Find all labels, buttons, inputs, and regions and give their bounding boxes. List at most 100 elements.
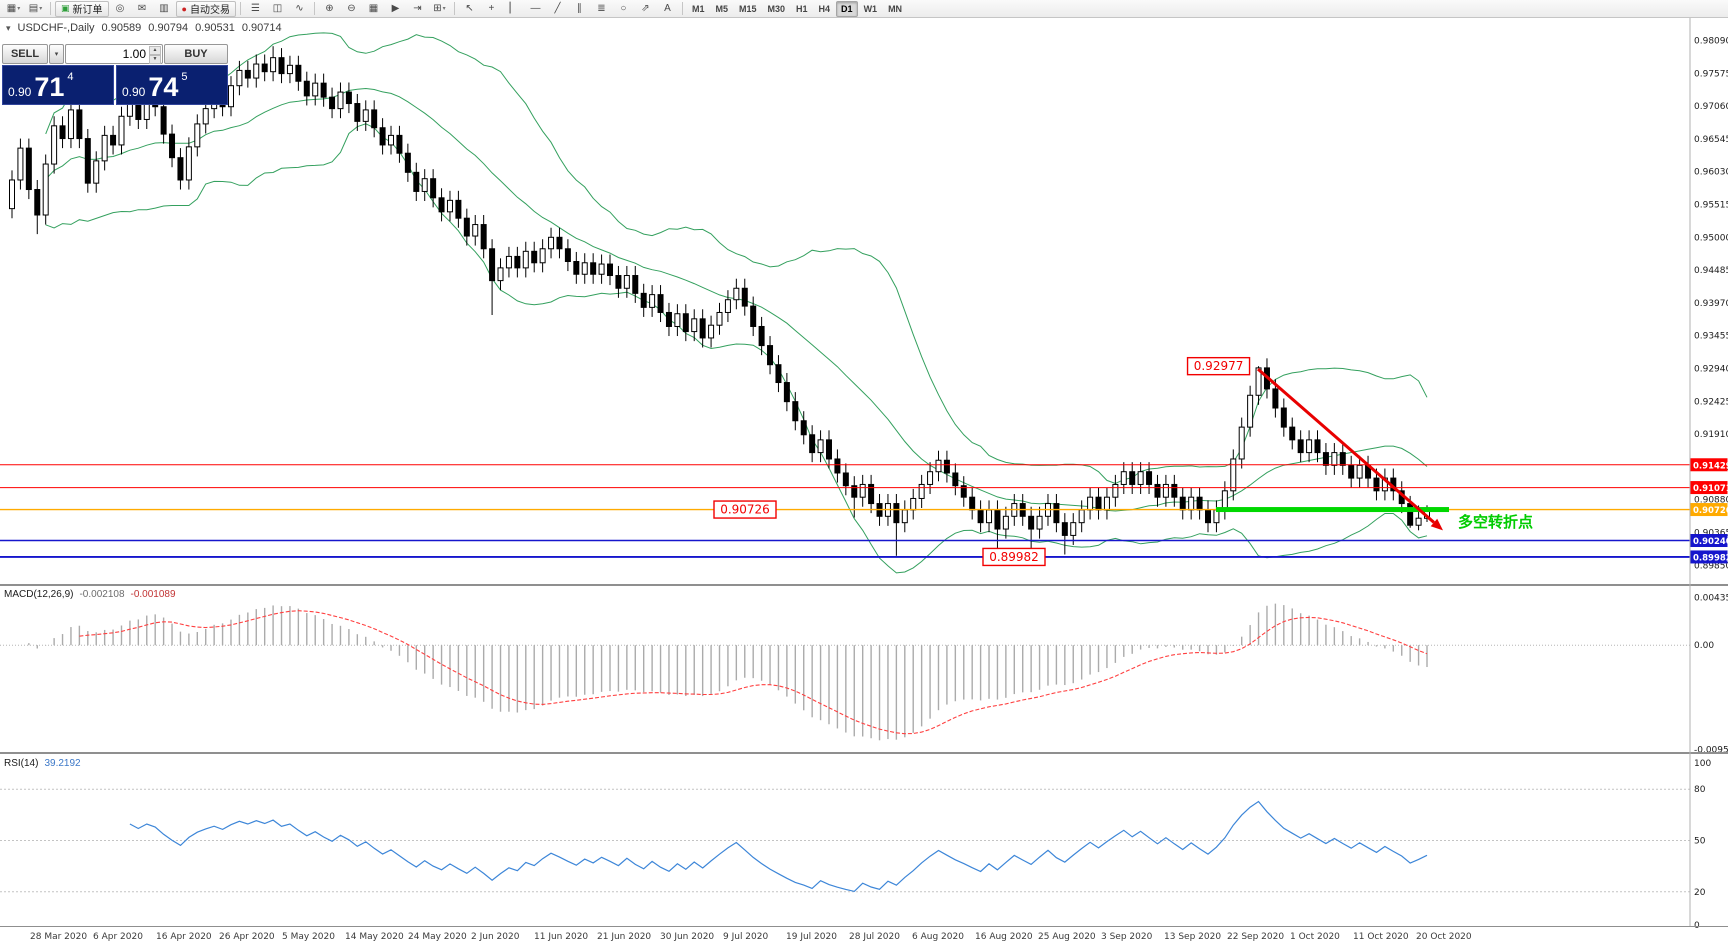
vertical-line-icon: ▏ xyxy=(509,3,518,14)
sell-button[interactable]: SELL xyxy=(2,44,48,64)
timeframe-h4[interactable]: H4 xyxy=(818,3,831,14)
zoom-out-icon[interactable]: ⊖ xyxy=(341,0,362,17)
price-callout-box[interactable] xyxy=(713,500,777,519)
price-callout-box[interactable] xyxy=(1186,356,1251,376)
lot-increment-icon[interactable]: ▲ xyxy=(149,46,161,55)
buy-price-box[interactable]: 0.90 74 5 xyxy=(116,65,228,105)
x-axis-date: 13 Sep 2020 xyxy=(1164,932,1221,942)
macd-signal-line[interactable] xyxy=(79,610,1428,735)
price-callout-label: 0.92977 xyxy=(1194,359,1244,373)
quick-trade-collapse-icon[interactable]: ▾ xyxy=(6,22,11,33)
timeframe-m30[interactable]: M30 xyxy=(767,3,786,14)
candle xyxy=(952,472,959,487)
chart-shift-icon[interactable]: ⇥ xyxy=(407,0,428,17)
indicators-icon[interactable]: ⊞ ▾ xyxy=(429,0,450,17)
buy-button[interactable]: BUY xyxy=(164,44,228,64)
candle xyxy=(758,325,765,347)
horizontal-line-icon: — xyxy=(530,3,541,14)
lot-decrement-icon[interactable]: ▼ xyxy=(149,55,161,64)
downtrend-arrow[interactable] xyxy=(1257,368,1435,524)
bollinger-lower-line[interactable] xyxy=(45,123,1428,574)
candle xyxy=(1061,522,1068,536)
chart-symbol-period: USDCHF-,Daily xyxy=(17,22,95,34)
candle xyxy=(800,420,807,436)
candle xyxy=(901,509,908,524)
candle xyxy=(421,178,428,192)
timeframe-h1[interactable]: H1 xyxy=(796,3,808,14)
candle xyxy=(438,197,445,213)
vertical-line-icon[interactable]: ▏ xyxy=(503,0,524,17)
fibonacci-icon[interactable]: ≣ xyxy=(591,0,612,17)
rsi-line[interactable] xyxy=(129,800,1428,893)
autotrading-button[interactable]: ● 自动交易 xyxy=(175,0,236,17)
candle xyxy=(329,96,336,110)
timeframe-m1[interactable]: M1 xyxy=(691,3,705,14)
price-level-tag-label: 0.90726 xyxy=(1693,506,1728,516)
lot-size-input[interactable] xyxy=(66,45,162,63)
candle xyxy=(531,250,538,264)
sell-price-pips: 71 xyxy=(34,72,65,103)
candle xyxy=(1146,471,1153,485)
pane-divider[interactable] xyxy=(0,752,1728,754)
alerts-icon[interactable]: ◎ xyxy=(110,0,131,17)
candle xyxy=(1238,426,1245,460)
new-order-button[interactable]: ▣ 新订单 xyxy=(55,0,109,17)
timeframe-m15[interactable]: M15 xyxy=(738,3,757,14)
new-chart-icon[interactable]: ▦ ▾ xyxy=(3,0,24,17)
candle xyxy=(497,267,504,282)
macd-indicator-label: MACD(12,26,9) -0.002108 -0.001089 xyxy=(4,589,176,600)
bollinger-upper-line[interactable] xyxy=(45,32,1428,485)
candle xyxy=(994,509,1001,530)
candle xyxy=(868,483,875,505)
x-axis-date: 9 Jul 2020 xyxy=(723,932,768,942)
lot-size-field: ▲ ▼ xyxy=(65,44,163,64)
profiles-icon[interactable]: ▤ ▾ xyxy=(25,0,46,17)
line-chart-icon[interactable]: ∿ xyxy=(289,0,310,17)
lot-size-stepper[interactable]: ▲ ▼ xyxy=(149,46,161,64)
candle xyxy=(623,275,630,289)
trendline-icon[interactable]: ╱ xyxy=(547,0,568,17)
sell-price-box[interactable]: 0.90 71 4 xyxy=(2,65,114,105)
candle xyxy=(185,146,192,181)
timeframe-m5[interactable]: M5 xyxy=(715,3,728,14)
timeframe-mn[interactable]: MN xyxy=(888,3,903,14)
candle xyxy=(825,439,832,460)
shapes-icon[interactable]: ○ xyxy=(613,0,634,17)
arrows-icon[interactable]: ⇗ xyxy=(635,0,656,17)
mailbox-icon[interactable]: ✉ xyxy=(132,0,153,17)
candlestick-chart-icon[interactable]: ◫ xyxy=(267,0,288,17)
price-axis: 0.98090 0.97575 0.97060 0.96545 0.96030 0.955… xyxy=(1690,36,1728,571)
turning-point-text[interactable]: 多空转折点 xyxy=(1458,513,1533,531)
sell-price-frac: 4 xyxy=(67,71,74,83)
price-callout-box[interactable] xyxy=(982,547,1046,567)
candle xyxy=(598,263,605,275)
candle xyxy=(893,503,900,524)
auto-scroll-icon[interactable]: ▶ xyxy=(385,0,406,17)
candle xyxy=(253,63,260,79)
timeframe-d1[interactable]: D1 xyxy=(836,0,858,17)
text-label-icon[interactable]: A xyxy=(657,0,678,17)
candle xyxy=(943,459,950,474)
price-axis-tick: 0.90880 xyxy=(1694,496,1728,506)
candle xyxy=(93,160,100,184)
crosshair-icon[interactable]: + xyxy=(481,0,502,17)
channel-icon[interactable]: ∥ xyxy=(569,0,590,17)
zoom-in-icon[interactable]: ⊕ xyxy=(319,0,340,17)
price-axis-tick: 0.91910 xyxy=(1694,430,1728,440)
price-axis-tick: 0.94485 xyxy=(1694,266,1728,276)
candle xyxy=(657,294,664,313)
candle xyxy=(1373,477,1380,492)
tile-windows-icon[interactable]: ▦ xyxy=(363,0,384,17)
chart-area[interactable]: 0.98090 0.97575 0.97060 0.96545 0.96030 0.955… xyxy=(0,18,1728,944)
horizontal-line-icon[interactable]: — xyxy=(525,0,546,17)
timeframe-w1[interactable]: W1 xyxy=(863,3,878,14)
bar-chart-icon[interactable]: ☰ xyxy=(245,0,266,17)
pane-divider[interactable] xyxy=(0,584,1728,586)
candle xyxy=(42,163,49,216)
order-type-dropdown[interactable]: ▾ xyxy=(49,44,64,64)
candle xyxy=(834,458,841,474)
support-highlight-line[interactable] xyxy=(1216,507,1449,513)
market-watch-icon[interactable]: ▥ xyxy=(154,0,175,17)
candle xyxy=(640,292,647,308)
cursor-icon[interactable]: ↖ xyxy=(459,0,480,17)
